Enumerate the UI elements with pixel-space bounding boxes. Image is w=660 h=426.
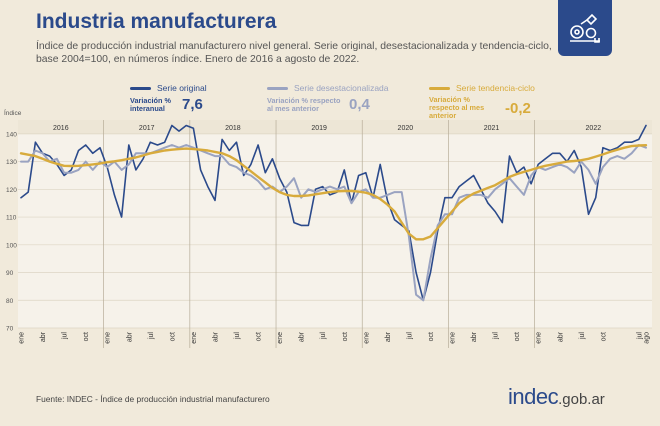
x-tick-label: jul xyxy=(493,332,500,340)
x-tick-label: abr xyxy=(299,331,306,342)
year-label: 2021 xyxy=(484,125,500,132)
page-title: Industria manufacturera xyxy=(36,10,277,33)
y-tick-label: 100 xyxy=(6,242,17,249)
series-line-tendencia xyxy=(19,144,648,241)
legend-name-desest: Serie desestacionalizada xyxy=(294,83,389,93)
page-subtitle: Índice de producción industrial manufact… xyxy=(36,41,552,65)
year-label: 2016 xyxy=(53,125,69,132)
x-tick-label: jul xyxy=(636,332,643,340)
x-tick-label: jul xyxy=(406,332,413,340)
legend-original: Serie original Variación % interanual 7,… xyxy=(130,83,207,123)
x-tick-label: oct xyxy=(169,332,176,341)
legend-metric-desest: Variación % respecto al mes anterior xyxy=(267,95,341,113)
legend-metric-original: Variación % interanual xyxy=(130,95,171,113)
legend-desest: Serie desestacionalizada Variación % res… xyxy=(267,83,389,123)
plot-area xyxy=(18,120,652,328)
x-tick-label: abr xyxy=(385,331,392,342)
x-tick-label: jul xyxy=(234,332,241,340)
x-tick-label: ene xyxy=(19,332,26,344)
legend-tendencia: Serie tendencia-ciclo Variación % respec… xyxy=(429,83,535,123)
x-tick-label: oct xyxy=(256,332,263,341)
x-tick-label: ene xyxy=(277,332,284,344)
year-label: 2022 xyxy=(586,125,602,132)
y-tick-label: 80 xyxy=(6,298,14,305)
year-band xyxy=(18,120,652,134)
y-tick-label: 130 xyxy=(6,159,17,166)
year-label: 2017 xyxy=(139,125,155,132)
x-tick-label: ene xyxy=(105,332,112,344)
year-label: 2019 xyxy=(311,125,327,132)
legend-value-tendencia: -0,2 xyxy=(505,99,531,117)
production-index-chart: Índice 70 80 90 100 110 120 130 140 2016 2017 2018 2… xyxy=(4,108,652,348)
industry-gears-icon xyxy=(570,13,600,43)
legend-swatch-original xyxy=(130,86,151,90)
y-tick-label: 90 xyxy=(6,270,14,277)
x-tick-label: abr xyxy=(212,331,219,342)
x-tick-label: abr xyxy=(126,331,133,342)
legend-name-tendencia: Serie tendencia-ciclo xyxy=(456,83,535,93)
legend-name-original: Serie original xyxy=(157,83,207,93)
legend-value-desest: 0,4 xyxy=(349,96,370,113)
x-tick-label: abr xyxy=(40,331,47,342)
y-tick-label: 120 xyxy=(6,187,17,194)
x-tick-label: jul xyxy=(62,332,69,340)
x-tick-label: jul xyxy=(579,332,586,340)
x-tick-label: oct xyxy=(428,332,435,341)
legend-metric-tendencia: Variación % respecto al mes anterior xyxy=(429,95,485,120)
x-tick-label: abr xyxy=(471,331,478,342)
legend-swatch-desest xyxy=(267,86,288,90)
y-tick-label: 70 xyxy=(6,326,14,333)
series-line-desest xyxy=(20,144,647,302)
x-tick-label: ene xyxy=(450,332,457,344)
x-tick-label: oct xyxy=(600,332,607,341)
year-label: 2018 xyxy=(225,125,241,132)
indec-logo: indec.gob.ar xyxy=(508,384,605,410)
y-axis-label: Índice xyxy=(4,108,22,117)
source-note: Fuente: INDEC - Índice de producción ind… xyxy=(36,394,270,404)
x-tick-label: jul xyxy=(148,332,155,340)
x-tick-label: ene xyxy=(191,332,198,344)
x-tick-label: oct xyxy=(83,332,90,341)
industry-badge xyxy=(558,0,612,56)
x-tick-label: ene xyxy=(536,332,543,344)
x-tick-label: oct xyxy=(514,332,521,341)
year-label: 2020 xyxy=(398,125,414,132)
x-tick-label: ene xyxy=(363,332,370,344)
x-tick-label: jul xyxy=(320,332,327,340)
x-tick-label: abr xyxy=(557,331,564,342)
y-tick-label: 140 xyxy=(6,131,17,138)
x-tick-label: oct xyxy=(342,332,349,341)
series-line-original xyxy=(20,124,647,302)
x-tick-label: ago xyxy=(644,332,651,344)
legend-swatch-tendencia xyxy=(429,86,450,90)
legend-value-original: 7,6 xyxy=(182,96,203,113)
y-tick-label: 110 xyxy=(6,215,17,222)
brand-name: indec xyxy=(508,384,559,409)
brand-domain: .gob.ar xyxy=(558,391,605,408)
